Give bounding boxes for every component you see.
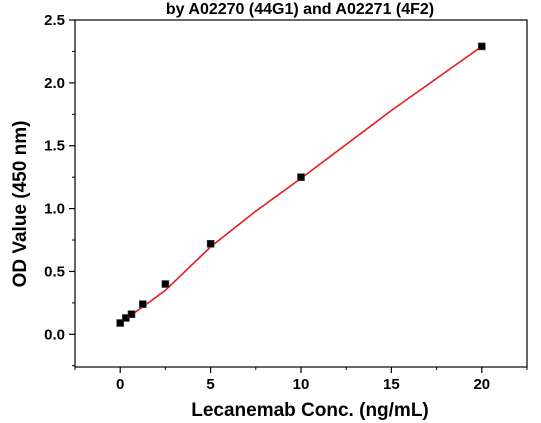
x-axis-title: Lecanemab Conc. (ng/mL) [191,400,429,421]
data-points [116,42,486,327]
chart-title: by A02270 (44G1) and A02271 (4F2) [166,1,434,18]
data-point [206,239,215,248]
y-tick-label: 1.5 [44,138,65,155]
y-axis-title: OD Value (450 nm) [10,121,31,288]
x-tick-label: 10 [293,376,310,393]
fit-line-layer [119,45,483,324]
x-tick-label: 0 [116,376,124,393]
y-tick-label: 1.0 [44,201,65,218]
y-axis-ticks: 0.0 0.5 1.0 1.5 2.0 2.5 [44,12,75,367]
plot-frame [74,19,528,368]
x-tick-label: 20 [473,376,490,393]
y-tick-label: 0.0 [44,326,65,343]
x-tick-label: 5 [206,376,214,393]
data-point [297,173,305,181]
x-tick-label: 15 [383,376,400,393]
y-tick-label: 2.0 [44,75,65,92]
y-tick-label: 2.5 [44,12,65,29]
fit-line [119,45,483,324]
data-point [477,42,486,51]
data-point [139,300,147,308]
data-point [116,319,124,327]
data-point [127,310,136,318]
y-tick-label: 0.5 [44,263,65,280]
data-point [161,280,170,288]
x-axis-ticks: 0 5 10 15 20 [74,367,528,393]
